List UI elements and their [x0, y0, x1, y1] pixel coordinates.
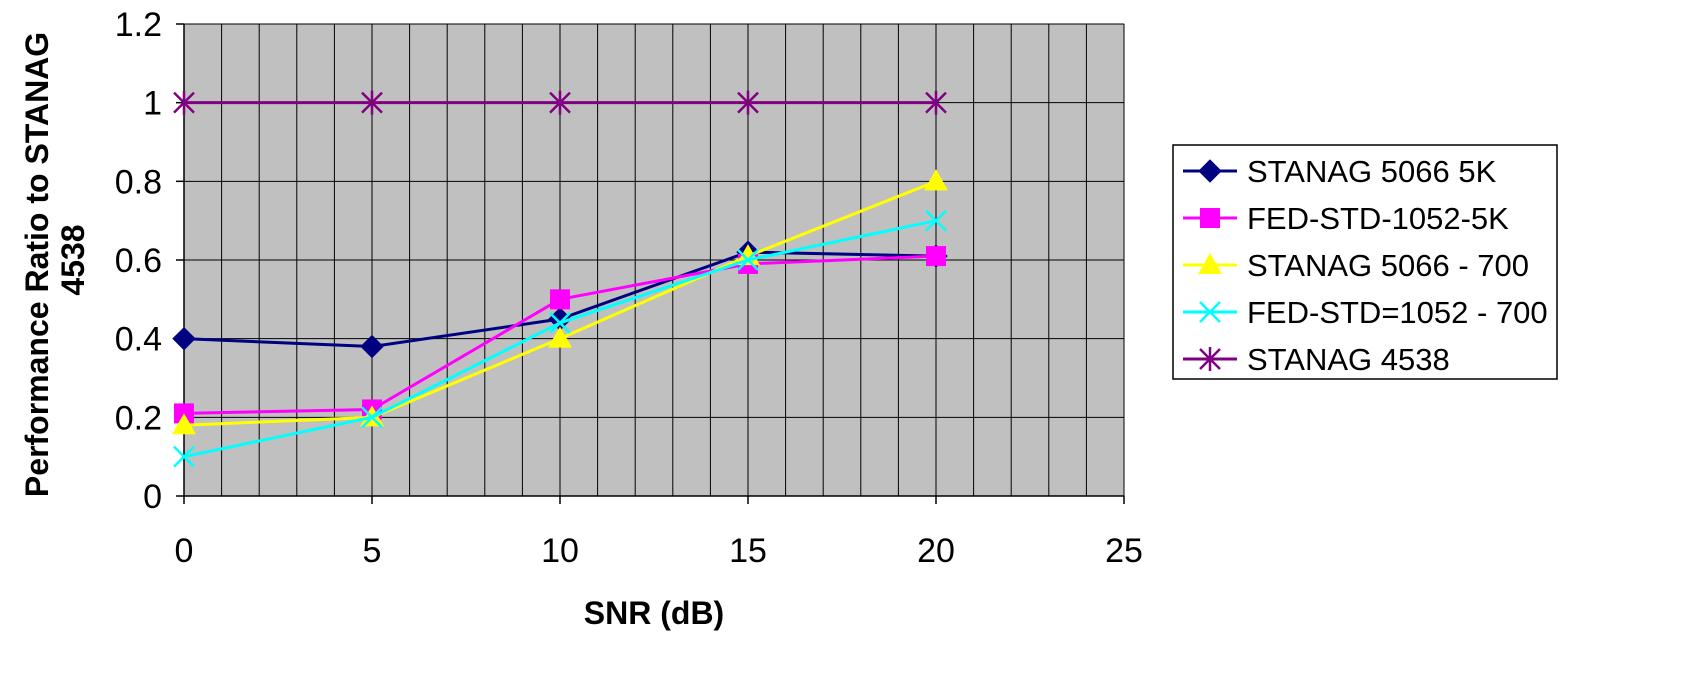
- x-tick-label: 5: [363, 532, 382, 570]
- legend-item: STANAG 5066 5K: [1183, 154, 1497, 189]
- series-2: [174, 246, 946, 424]
- data-point: [361, 90, 383, 115]
- data-point: [737, 90, 759, 115]
- legend-item: STANAG 5066 - 700: [1183, 248, 1529, 283]
- y-tick-label: 0: [143, 478, 162, 516]
- y-tick-label: 0.8: [115, 163, 162, 201]
- data-point: [926, 246, 946, 267]
- legend-label: FED-STD=1052 - 700: [1247, 295, 1548, 330]
- y-axis-title-line-1: Performance Ratio to STANAG: [19, 32, 55, 497]
- y-tick-label: 0.2: [115, 399, 162, 437]
- data-point: [360, 334, 384, 359]
- legend-marker: [1198, 159, 1222, 183]
- legend: STANAG 5066 5K FED-STD-1052-5K STANAG 5066…: [1172, 144, 1558, 380]
- marker-stroke: [173, 445, 195, 468]
- legend-marker: [1199, 347, 1221, 371]
- series-5: [173, 90, 947, 115]
- data-point: [550, 289, 570, 310]
- y-tick-label: 0.6: [115, 242, 162, 280]
- legend-label: STANAG 4538: [1247, 342, 1450, 377]
- y-tick-label: 0.4: [115, 321, 162, 359]
- legend-item: STANAG 4538: [1183, 342, 1450, 377]
- series-4: [173, 209, 947, 468]
- legend-label: STANAG 5066 5K: [1247, 154, 1497, 189]
- marker-stroke: [361, 406, 383, 429]
- y-tick-label: 1.2: [115, 6, 162, 44]
- series-group: [172, 90, 948, 468]
- y-axis-title: Performance Ratio to STANAG 4538: [19, 23, 91, 497]
- marker-stroke: [925, 209, 947, 232]
- axis-ticks: 0 0.2 0.4 0.6 0.8 1 1.2 0 5 10 15 20 25: [115, 6, 1143, 570]
- data-point: [925, 209, 947, 232]
- data-point: [361, 406, 383, 429]
- data-point: [924, 169, 948, 191]
- data-point: [173, 445, 195, 468]
- x-tick-label: 20: [917, 532, 955, 570]
- data-point: [173, 90, 195, 115]
- series-3: [172, 169, 948, 435]
- x-axis-title: SNR (dB): [584, 595, 724, 631]
- legend-marker: [1198, 253, 1222, 274]
- data-point: [172, 326, 196, 351]
- data-point: [172, 413, 196, 435]
- plot-area: [183, 23, 1125, 497]
- legend-item: FED-STD=1052 - 700: [1183, 295, 1548, 330]
- y-axis-title-line-2: 4538: [55, 224, 91, 295]
- x-tick-label: 25: [1105, 532, 1143, 570]
- data-point: [549, 312, 571, 334]
- marker-stroke: [1199, 301, 1221, 323]
- legend-item: FED-STD-1052-5K: [1183, 201, 1509, 236]
- y-tick-label: 1: [143, 85, 162, 123]
- marker-stroke: [549, 312, 571, 334]
- x-tick-label: 15: [729, 532, 767, 570]
- data-point: [737, 249, 759, 271]
- data-point: [548, 326, 572, 348]
- legend-label: STANAG 5066 - 700: [1247, 248, 1529, 283]
- legend-box: [1172, 144, 1558, 380]
- legend-marker: [1200, 208, 1220, 228]
- legend-label: FED-STD-1052-5K: [1247, 201, 1509, 236]
- marker-stroke: [737, 249, 759, 271]
- data-point: [549, 90, 571, 115]
- x-tick-label: 0: [175, 532, 194, 570]
- data-point: [925, 90, 947, 115]
- x-tick-label: 10: [541, 532, 579, 570]
- legend-marker: [1199, 301, 1221, 323]
